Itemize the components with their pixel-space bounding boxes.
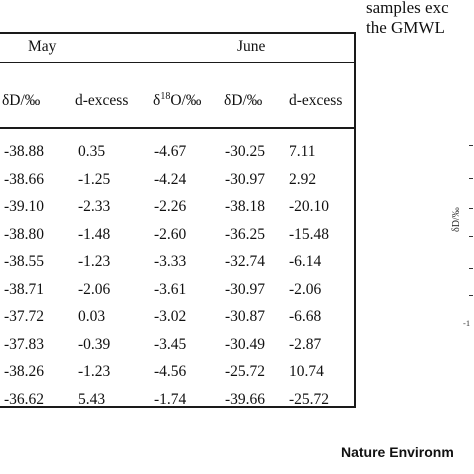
- table-cell: -1.23: [78, 253, 111, 270]
- table-cell: -0.39: [78, 335, 111, 353]
- table-cell: -1.48: [78, 225, 111, 243]
- figure-tick: [469, 236, 473, 237]
- table-cell: -38.66: [4, 170, 45, 188]
- group-header-june: June: [237, 38, 266, 55]
- table-cell: -20.10: [289, 198, 330, 215]
- figure-axis-label: δD/‰: [451, 207, 462, 232]
- table-cell: 2.92: [289, 170, 317, 188]
- table-cell: -38.71: [4, 280, 45, 298]
- table-cell: -2.26: [154, 198, 187, 215]
- table-cell: 7.11: [289, 143, 316, 160]
- figure-tick: [469, 178, 473, 179]
- table-cell: -39.66: [225, 390, 266, 408]
- col-header-june-dD: δD/‰: [224, 92, 263, 109]
- side-text-line-1: samples exc: [366, 0, 449, 17]
- table-cell: -38.55: [4, 253, 45, 270]
- table-cell: -30.49: [225, 335, 266, 353]
- group-header-may: May: [28, 38, 57, 55]
- table-cell: -38.80: [4, 225, 45, 243]
- table-cell: -25.72: [289, 390, 330, 408]
- table-cell: -32.74: [225, 253, 266, 270]
- col-header-june-d18O: δ18O/‰: [153, 91, 202, 110]
- side-text-line-2: the GMWL: [366, 18, 445, 37]
- table-cell: -2.33: [78, 198, 111, 215]
- table-header-rule: [0, 62, 356, 64]
- col-header-june-dexcess: d-excess: [289, 92, 343, 109]
- table-cell: -30.97: [225, 170, 266, 188]
- figure-tick: [469, 208, 473, 209]
- table-cell: -30.25: [225, 143, 266, 160]
- figure-tick: [469, 145, 473, 146]
- table-cell: -37.83: [4, 335, 45, 353]
- table-bottom-rule: [0, 406, 356, 408]
- table-cell: -3.02: [154, 308, 187, 325]
- table-top-rule: [0, 32, 356, 34]
- table-cell: -1.25: [78, 170, 111, 188]
- table-cell: -39.10: [4, 198, 45, 215]
- table-cell: -2.87: [289, 335, 322, 353]
- table-cell: -25.72: [225, 363, 266, 380]
- table-cell: -36.25: [225, 225, 266, 243]
- table-cell: -1.23: [78, 363, 111, 380]
- table-cell: 10.74: [289, 363, 324, 380]
- table-cell: -15.48: [289, 225, 330, 243]
- figure-tick-label: -1: [463, 318, 471, 328]
- figure-tick: [469, 295, 473, 296]
- table-cell: -4.67: [154, 143, 187, 160]
- col-header-may-dexcess: d-excess: [75, 92, 129, 109]
- table-cell: -37.72: [4, 308, 45, 325]
- table-cell: -38.18: [225, 198, 266, 215]
- table-subheader-rule: [0, 127, 356, 129]
- table-cell: -3.45: [154, 335, 187, 353]
- figure-tick: [469, 268, 473, 269]
- table-cell: -36.62: [4, 390, 45, 408]
- journal-name: Nature Environm: [341, 444, 454, 460]
- table-cell: 0.03: [78, 308, 106, 325]
- table-right-border: [354, 33, 356, 407]
- table-cell: -2.60: [154, 225, 187, 243]
- table-cell: 0.35: [78, 143, 106, 160]
- table-cell: -3.61: [154, 280, 187, 298]
- table-cell: -6.14: [289, 253, 322, 270]
- table-cell: -4.56: [154, 363, 187, 380]
- table-cell: -38.26: [4, 363, 45, 380]
- table-cell: -3.33: [154, 253, 187, 270]
- table-cell: -1.74: [154, 390, 187, 408]
- table-cell: -4.24: [154, 170, 187, 188]
- table-cell: -2.06: [289, 280, 322, 298]
- table-cell: -6.68: [289, 308, 322, 325]
- table-cell: -38.88: [4, 143, 45, 160]
- table-cell: -30.87: [225, 308, 266, 325]
- table-cell: 5.43: [78, 390, 106, 408]
- col-header-may-dD: δD/‰: [2, 92, 41, 109]
- table-cell: -30.97: [225, 280, 266, 298]
- table-cell: -2.06: [78, 280, 111, 298]
